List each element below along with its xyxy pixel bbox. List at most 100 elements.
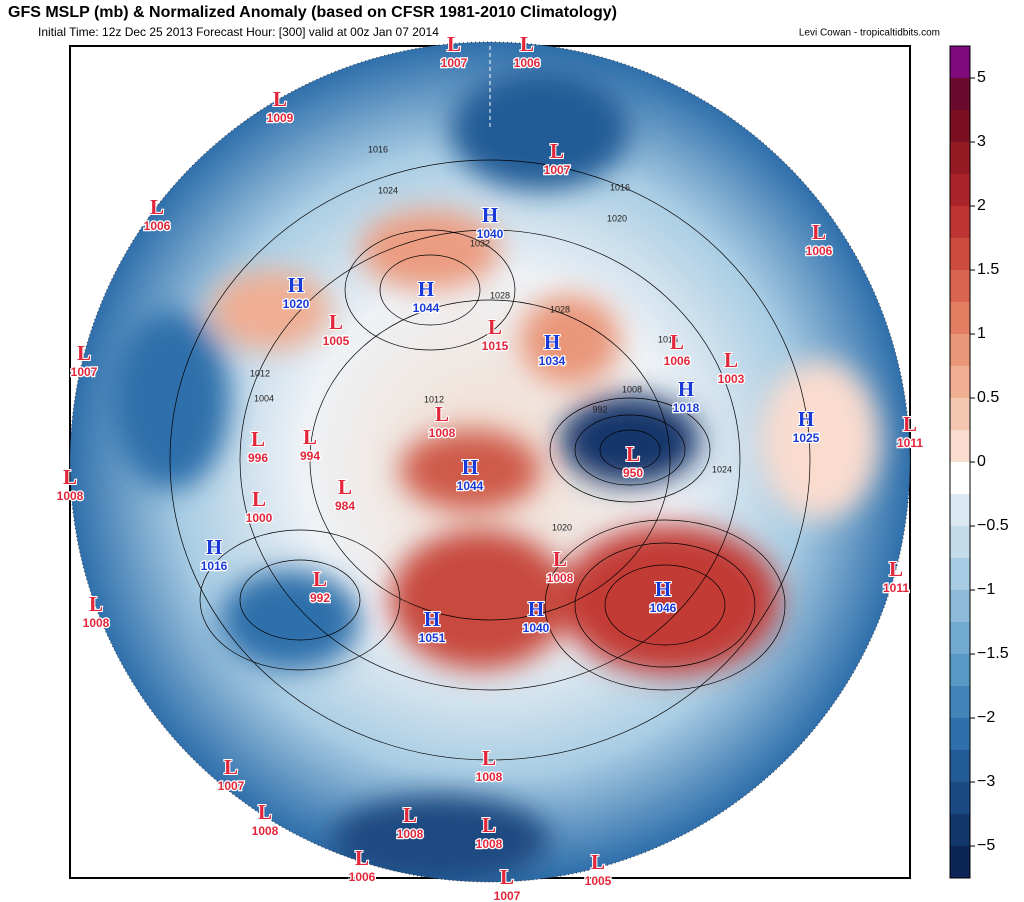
center-type: H [678,377,694,401]
isobar-label: 1016 [658,334,678,344]
center-pressure: 1008 [252,824,279,838]
colorbar-label: 3 [977,133,986,150]
colorbar-band [950,142,970,175]
colorbar-label: 5 [977,69,986,86]
colorbar-band [950,718,970,751]
colorbar-label: −3 [977,773,995,790]
center-type: L [591,850,605,874]
isobar-label: 1008 [622,384,642,394]
colorbar-band [950,750,970,783]
center-type: L [77,341,91,365]
center-pressure: 1020 [283,297,310,311]
isobar-label: 1024 [378,185,398,195]
center-type: L [338,475,352,499]
center-type: L [520,32,534,56]
center-pressure: 1006 [806,244,833,258]
center-pressure: 992 [310,591,330,605]
colorbar-band [950,654,970,687]
colorbar-band [950,430,970,463]
center-pressure: 1008 [397,827,424,841]
isobar-label: 1012 [424,394,444,404]
center-type: L [435,402,449,426]
center-type: L [903,412,917,436]
center-pressure: 1025 [793,431,820,445]
center-pressure: 1008 [476,770,503,784]
center-type: L [303,425,317,449]
isobar-label: 1012 [250,368,270,378]
isobar-label: 1032 [470,238,490,248]
center-type: L [403,803,417,827]
center-type: L [626,442,640,466]
center-type: L [447,32,461,56]
isobar-label: 1020 [552,522,572,532]
center-type: L [224,755,238,779]
colorbar-band [950,526,970,559]
colorbar-band [950,206,970,239]
colorbar-label: −1 [977,581,995,598]
center-pressure: 1006 [514,56,541,70]
colorbar-band [950,590,970,623]
colorbar-label: 1 [977,325,986,342]
center-type: L [550,139,564,163]
colorbar-band [950,302,970,335]
isobar-label: 1020 [607,213,627,223]
center-type: L [150,195,164,219]
colorbar-band [950,398,970,431]
center-pressure: 1008 [57,489,84,503]
center-type: L [355,846,369,870]
colorbar-label: −5 [977,837,995,854]
center-pressure: 1007 [494,889,521,902]
colorbar-band [950,494,970,527]
colorbar-band [950,782,970,815]
center-type: L [273,87,287,111]
center-pressure: 950 [623,466,643,480]
center-type: L [313,567,327,591]
center-pressure: 1007 [544,163,571,177]
isobar-labels: 1016 1024 1020 1032 1028 1012 1004 1008 992 1024 1… [250,144,732,532]
subtitle: Initial Time: 12z Dec 25 2013 Forecast H… [38,25,439,39]
colorbar-band [950,846,970,879]
center-type: H [462,455,478,479]
colorbar: 5 3 2 1.5 1 0.5 0 −0.5 −1 −1.5 −2 −3 −5 [949,45,1009,879]
center-type: H [418,277,434,301]
colorbar-label: −2 [977,709,995,726]
center-type: L [812,220,826,244]
colorbar-band [950,78,970,111]
colorbar-band [950,46,970,79]
center-type: L [670,330,684,354]
center-type: H [655,577,671,601]
title: GFS MSLP (mb) & Normalized Anomaly (base… [8,4,617,21]
center-type: H [288,273,304,297]
colorbar-band [950,558,970,591]
center-pressure: 1006 [664,354,691,368]
center-pressure: 1000 [246,511,273,525]
colorbar-band [950,462,970,495]
colorbar-label: −0.5 [977,517,1009,534]
map-edge [69,41,911,883]
center-type: L [482,813,496,837]
center-pressure: 1009 [267,111,294,125]
isobar-label: 1028 [490,290,510,300]
colorbar-band [950,334,970,367]
center-type: L [724,348,738,372]
center-pressure: 1006 [144,219,171,233]
isobar-label: 1016 [610,182,630,192]
center-type: L [482,746,496,770]
isobar-label: 1016 [368,144,388,154]
center-type: L [89,592,103,616]
colorbar-label: 0 [977,453,986,470]
center-type: H [798,407,814,431]
colorbar-band [950,686,970,719]
center-pressure: 1016 [201,559,228,573]
colorbar-band [950,238,970,271]
isobar-label: 992 [592,404,607,414]
colorbar-band [950,814,970,847]
isobar-label: 1024 [712,464,732,474]
map-disk [70,42,910,882]
colorbar-band [950,270,970,303]
center-pressure: 1040 [477,227,504,241]
center-pressure: 1008 [83,616,110,630]
isobar-label: 1004 [254,393,274,403]
